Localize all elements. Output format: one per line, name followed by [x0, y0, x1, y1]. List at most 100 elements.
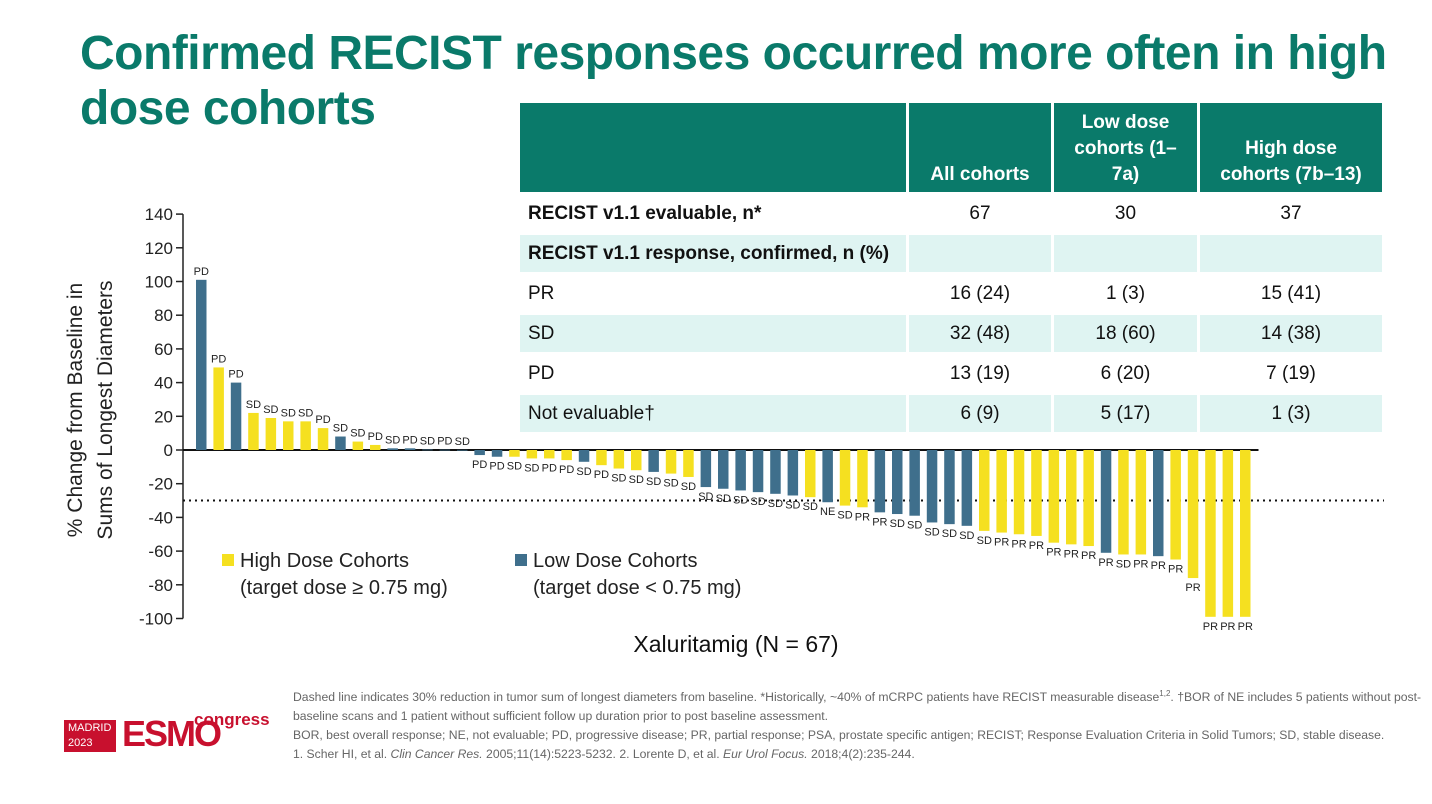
bar-label: PD: [211, 353, 226, 365]
bar-label: SD: [1116, 558, 1131, 570]
bar-label: PD: [559, 464, 574, 476]
table-cell: 67: [969, 202, 991, 224]
table-row: RECIST v1.1 evaluable, n* 67 30 37: [520, 195, 1382, 232]
bar: [1205, 450, 1216, 617]
footnote-1-sup: 1,2: [1159, 689, 1171, 698]
table-cell: 16 (24): [949, 282, 1011, 304]
y-tick-label: 60: [154, 340, 173, 359]
bar-label: PR: [1081, 550, 1096, 562]
footnote-1-text-end: . †BOR of NE includes 5 patients without…: [293, 690, 1422, 724]
bar: [491, 450, 503, 457]
bar: [439, 449, 451, 451]
bar-label: SD: [524, 462, 539, 474]
bar-label: SD: [646, 476, 661, 488]
bar: [422, 449, 433, 451]
bar: [874, 450, 886, 513]
bar: [996, 450, 1007, 533]
bar: [526, 450, 538, 459]
chart-legend: High Dose Cohorts (target dose ≥ 0.75 mg)…: [222, 550, 741, 599]
bar-label: SD: [716, 493, 731, 505]
table-row-label: RECIST v1.1 evaluable, n*: [528, 202, 762, 224]
ref-2-author: 2005;11(14):5223-5232. 2. Lorente D, et …: [482, 747, 723, 762]
y-axis-label-line2: Sums of Longest Diameters: [94, 280, 117, 539]
bar-label: PD: [368, 431, 383, 443]
bar: [404, 448, 416, 450]
legend-swatch: [222, 554, 234, 566]
bar-label: PD: [489, 461, 504, 473]
bar: [213, 367, 224, 450]
bar: [1013, 450, 1025, 535]
logo-brand: ESMO: [122, 713, 222, 754]
table-cell: 30: [1114, 202, 1137, 224]
table-header-high-text: High dose cohorts (7b–13): [1220, 138, 1362, 185]
table-header-row: All cohorts Low dose cohorts (1–7a) High…: [520, 103, 1382, 192]
bar: [1187, 450, 1199, 579]
bar-label: SD: [420, 435, 435, 447]
bar-label: NE: [820, 506, 835, 518]
table-cell: 1 (3): [1200, 395, 1382, 432]
bar-label: PR: [1185, 582, 1200, 594]
bar-label: SD: [977, 535, 992, 547]
bar-label: PD: [542, 462, 557, 474]
bar-label: SD: [768, 498, 783, 510]
bar-label: SD: [924, 526, 939, 538]
y-axis-label: % Change from Baseline in Sums of Longest…: [64, 280, 117, 539]
logo-year: 2023: [68, 737, 93, 749]
response-table: All cohorts Low dose cohorts (1–7a) High…: [517, 100, 1385, 435]
footnotes: Dashed line indicates 30% reduction in t…: [293, 684, 1423, 764]
bar-label: SD: [959, 530, 974, 542]
bar-label: SD: [263, 404, 278, 416]
bar-label: SD: [750, 496, 765, 508]
slide-title: Confirmed RECIST responses occurred more…: [80, 27, 1387, 135]
footnote-references: 1. Scher HI, et al. Clin Cancer Res. 200…: [293, 745, 1423, 764]
bar-label: SD: [350, 428, 365, 440]
bar-label: PD: [437, 436, 452, 448]
bar: [283, 421, 294, 450]
bar: [1048, 450, 1060, 543]
table-cell: [909, 235, 1051, 272]
bar: [1240, 450, 1251, 617]
bar-label: SD: [837, 510, 852, 522]
table-header-low: Low dose cohorts (1–7a): [1054, 103, 1197, 192]
bar: [1118, 450, 1129, 555]
table-row: RECIST v1.1 response, confirmed, n (%): [520, 235, 1382, 272]
bar-label: PD: [315, 414, 330, 426]
bar: [474, 450, 485, 456]
table-header-all: All cohorts: [909, 103, 1051, 192]
bar-label: SD: [663, 478, 678, 490]
table-row-label: RECIST v1.1 response, confirmed, n (%): [520, 235, 906, 272]
bar-label: SD: [681, 481, 696, 493]
table-row-label: PD: [528, 362, 555, 384]
bar-label: SD: [907, 520, 922, 532]
bar-label: PD: [194, 266, 209, 278]
y-tick-label: 120: [145, 239, 173, 258]
bar-label: PR: [1046, 547, 1061, 559]
bar-label: SD: [281, 407, 296, 419]
table-header-low-text: Low dose cohorts (1–7a): [1074, 112, 1177, 185]
bar: [1031, 450, 1042, 536]
table-header-empty: [520, 103, 906, 192]
bar: [457, 449, 468, 451]
y-axis-label-line1: % Change from Baseline in: [64, 283, 87, 537]
bar-label: SD: [333, 423, 348, 435]
bar: [926, 450, 938, 523]
bar: [613, 450, 625, 469]
table-cell: 37: [1280, 202, 1302, 224]
bar-label: PD: [228, 369, 243, 381]
bar: [1222, 450, 1234, 617]
bar: [839, 450, 851, 506]
bar-label: PR: [1133, 558, 1148, 570]
bar: [665, 450, 677, 474]
bar-label: PR: [1029, 540, 1044, 552]
y-tick-label: 100: [145, 273, 173, 292]
bar: [961, 450, 973, 526]
bar-label: PR: [1011, 538, 1026, 550]
table-cell: 6 (20): [1100, 362, 1151, 384]
table-cell: 6 (9): [909, 395, 1051, 432]
bar: [196, 279, 207, 450]
table-row: PD 13 (19) 6 (20) 7 (19): [520, 355, 1382, 392]
bar: [805, 450, 816, 498]
table-cell: 7 (19): [1266, 362, 1316, 384]
